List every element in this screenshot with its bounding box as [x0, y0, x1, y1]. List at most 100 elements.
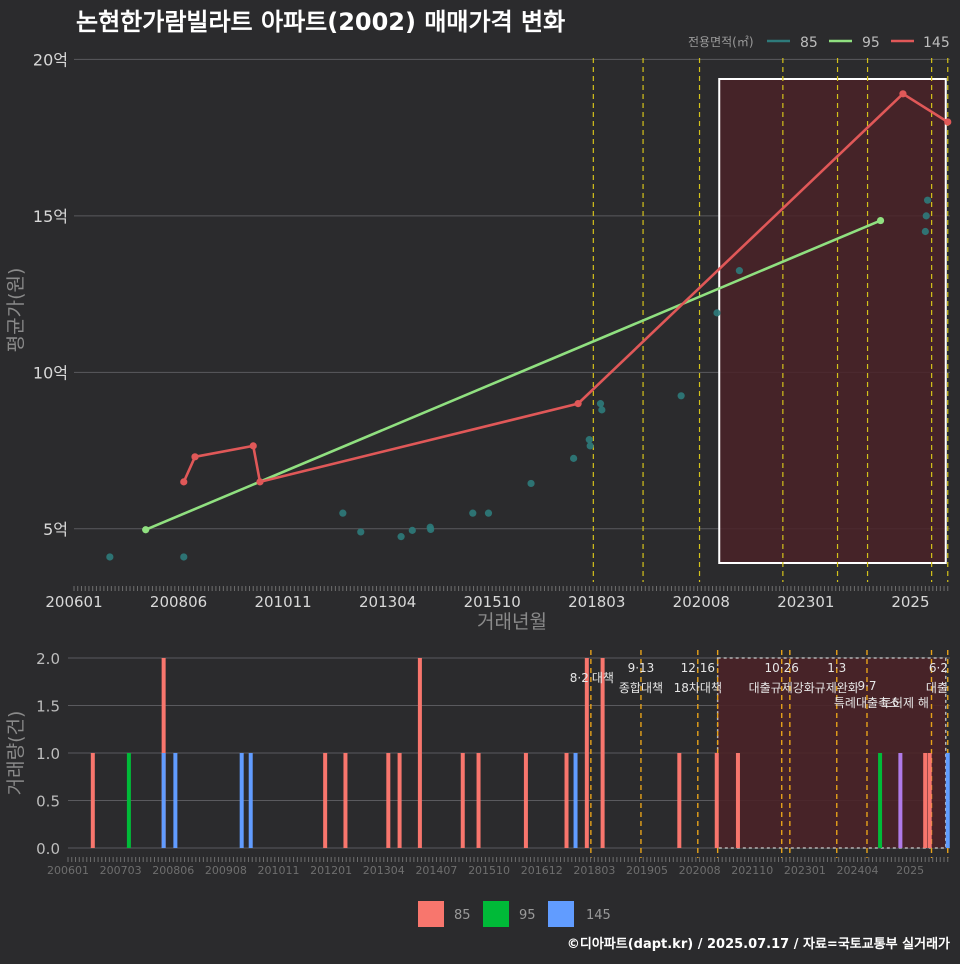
volume-bar-85 — [677, 753, 682, 848]
price-point-85 — [357, 528, 365, 536]
price-line-95 — [145, 219, 882, 531]
price-x-tick-label: 202008 — [673, 593, 730, 611]
volume-panel-annotations: 8·2 대책 9·13 종합대책 12·16 18차대책 10·26 대출규제강화 1·3 규제완… — [570, 661, 948, 710]
volume-bar-85 — [417, 658, 422, 848]
volume-y-tick-label: 1.0 — [36, 745, 60, 763]
volume-x-tick-label: 201803 — [573, 864, 615, 877]
price-x-tick-label: 201304 — [359, 593, 416, 611]
volume-x-tick-label: 201612 — [521, 864, 563, 877]
volume-panel-bars — [90, 658, 950, 848]
volume-bar-85 — [584, 658, 589, 848]
price-point-85 — [570, 454, 578, 462]
price-point-145 — [899, 90, 907, 98]
volume-bar-85 — [735, 753, 740, 848]
price-point-85 — [586, 442, 594, 450]
price-panel-series — [106, 90, 952, 561]
volume-x-tick-label: 201905 — [626, 864, 668, 877]
price-point-145 — [249, 442, 257, 450]
chart-title: 논현한가람빌라트 아파트(2002) 매매가격 변화 — [76, 8, 565, 36]
volume-bar-85 — [460, 753, 465, 848]
price-point-85 — [735, 267, 744, 275]
volume-x-tick-label: 201510 — [468, 864, 510, 877]
volume-legend-label-95: 95 — [519, 908, 536, 923]
volume-annotation-label: 종합대책 — [619, 680, 663, 695]
volume-panel-highlight — [716, 657, 947, 849]
volume-annotation-label: 대출 — [926, 681, 948, 695]
volume-panel-axes: 0.0 0.5 1.0 1.5 2.0 200601 200703 200806 200908 2… — [36, 650, 949, 877]
volume-bar-85 — [714, 753, 719, 848]
volume-bar-85 — [323, 753, 328, 848]
volume-y-tick-label: 0.0 — [36, 840, 60, 858]
price-point-145 — [574, 400, 582, 408]
volume-bar-85 — [923, 753, 928, 848]
volume-y-tick-label: 2.0 — [36, 650, 60, 668]
volume-bar-85 — [397, 753, 402, 848]
price-legend: 전용면적(㎡) 85 95 145 — [688, 35, 950, 51]
price-point-85 — [469, 509, 477, 517]
volume-y-tick-label: 1.5 — [36, 698, 60, 716]
volume-annotation-date: 1·3 — [827, 661, 846, 675]
price-point-85 — [180, 553, 188, 561]
volume-bar-145 — [161, 753, 166, 848]
volume-bar-145 — [248, 753, 253, 848]
volume-bar-85 — [386, 753, 391, 848]
price-point-95 — [876, 216, 885, 225]
price-y-tick-label: 10억 — [33, 363, 68, 382]
volume-y-axis-title: 거래량(건) — [5, 711, 27, 796]
volume-annotation-date: 6·2 — [929, 661, 948, 675]
price-point-85 — [596, 400, 605, 408]
volume-bar-145 — [573, 753, 578, 848]
price-point-85 — [527, 479, 535, 488]
volume-annotation-date: 10·26 — [765, 661, 799, 675]
footer-credit: ©디아파트(dapt.kr) / 2025.07.17 / 자료=국토교통부 실… — [567, 936, 950, 952]
volume-x-tick-label: 202404 — [837, 864, 879, 877]
legend-label-95: 95 — [862, 35, 880, 51]
price-legend-title: 전용면적(㎡) — [688, 35, 754, 49]
price-point-85 — [677, 392, 685, 400]
price-y-tick-label: 5억 — [43, 520, 68, 539]
price-y-axis-title: 평균가(원) — [5, 268, 27, 353]
volume-x-tick-label: 201011 — [258, 864, 300, 877]
volume-annotation-date: 9·7 — [857, 679, 876, 693]
volume-legend: 85 95 145 — [418, 901, 611, 927]
price-point-145 — [944, 118, 952, 126]
volume-x-tick-label: 200703 — [100, 864, 142, 877]
price-x-axis-title: 거래년월 — [477, 611, 547, 633]
volume-bar-85 — [564, 753, 569, 848]
volume-bar-145 — [173, 753, 178, 848]
price-point-95 — [142, 526, 150, 534]
volume-annotation-date: 9·13 — [628, 661, 655, 675]
price-x-tick-label: 200806 — [150, 593, 207, 611]
legend-label-85: 85 — [800, 35, 818, 51]
volume-x-tick-label: 201304 — [363, 864, 405, 877]
volume-x-tick-label: 200806 — [152, 864, 194, 877]
volume-annotation-label: 18차대책 — [674, 680, 722, 695]
price-point-85 — [339, 509, 347, 517]
volume-highlight-box — [716, 657, 947, 849]
price-x-tick-label: 201510 — [464, 593, 521, 611]
price-point-85 — [598, 406, 606, 414]
price-panel-policy-lines — [592, 58, 949, 582]
volume-bar-85 — [90, 753, 95, 848]
price-point-85 — [921, 227, 929, 236]
price-point-85 — [585, 436, 593, 444]
price-panel-highlight — [718, 78, 947, 564]
volume-bar-85 — [343, 753, 348, 848]
legend-label-145: 145 — [923, 35, 950, 51]
price-point-145 — [180, 478, 188, 486]
volume-legend-swatch-85 — [418, 901, 444, 927]
price-point-85 — [427, 525, 435, 534]
price-y-tick-label: 15억 — [33, 207, 68, 226]
volume-bar-145 — [945, 753, 950, 848]
price-y-tick-label: 20억 — [33, 50, 68, 69]
volume-bar-95 — [126, 753, 131, 848]
volume-x-tick-label: 200601 — [47, 864, 89, 877]
volume-legend-swatch-95 — [483, 901, 509, 927]
volume-bar-other — [898, 753, 903, 848]
volume-y-tick-label: 0.5 — [36, 793, 60, 811]
volume-x-tick-label: 201201 — [310, 864, 352, 877]
volume-annotation-label: 대책 — [592, 670, 614, 685]
volume-annotation-label: 특례대출축소 — [834, 696, 900, 710]
